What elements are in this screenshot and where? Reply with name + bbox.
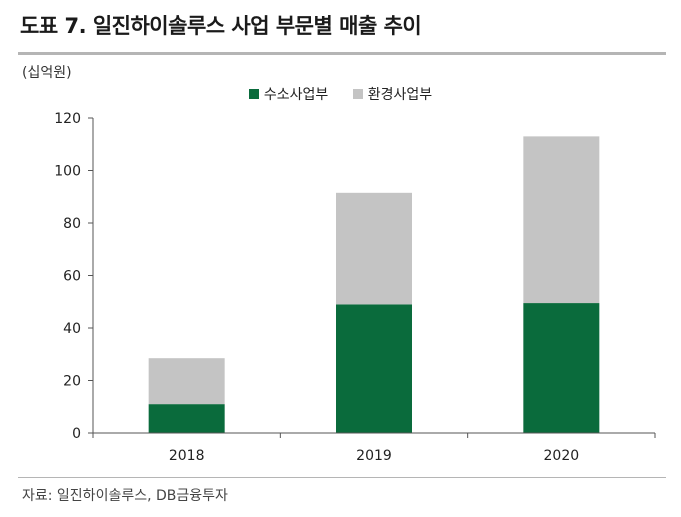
y-axis: 0 20 40 60 80 100 120 (54, 111, 94, 442)
y-tick-label: 0 (72, 426, 81, 442)
legend-swatch-hydrogen (248, 89, 259, 99)
y-tick-label: 60 (63, 269, 81, 285)
x-axis: 2018 2019 2020 (92, 432, 656, 464)
bars (148, 136, 600, 433)
bar-hydrogen-2018 (148, 404, 225, 433)
x-tick-label: 2019 (356, 448, 392, 464)
x-tick-label: 2020 (544, 448, 580, 464)
bar-environment-2020 (523, 136, 600, 304)
source-note: 자료: 일진하이솔루스, DB금융투자 (22, 488, 228, 504)
bar-environment-2018 (148, 358, 225, 405)
title-divider (18, 52, 666, 55)
legend: 수소사업부 환경사업부 (0, 84, 681, 104)
y-tick-label: 20 (63, 374, 81, 390)
x-tick-label: 2018 (169, 448, 205, 464)
source-divider (18, 477, 666, 478)
legend-item-hydrogen: 수소사업부 (248, 84, 329, 104)
y-tick-label: 80 (63, 216, 81, 232)
unit-label: (십억원) (22, 65, 72, 81)
y-tick-label: 100 (54, 164, 81, 180)
legend-item-environment: 환경사업부 (352, 84, 433, 104)
bar-hydrogen-2019 (336, 304, 412, 433)
legend-swatch-environment (352, 89, 363, 99)
y-tick-label: 120 (54, 111, 81, 127)
legend-label-hydrogen: 수소사업부 (263, 87, 329, 103)
legend-label-environment: 환경사업부 (367, 87, 433, 103)
bar-environment-2019 (336, 192, 412, 305)
bar-hydrogen-2020 (523, 303, 600, 433)
chart-title: 도표 7. 일진하이솔루스 사업 부문별 매출 추이 (20, 14, 422, 38)
y-tick-label: 40 (63, 321, 81, 337)
